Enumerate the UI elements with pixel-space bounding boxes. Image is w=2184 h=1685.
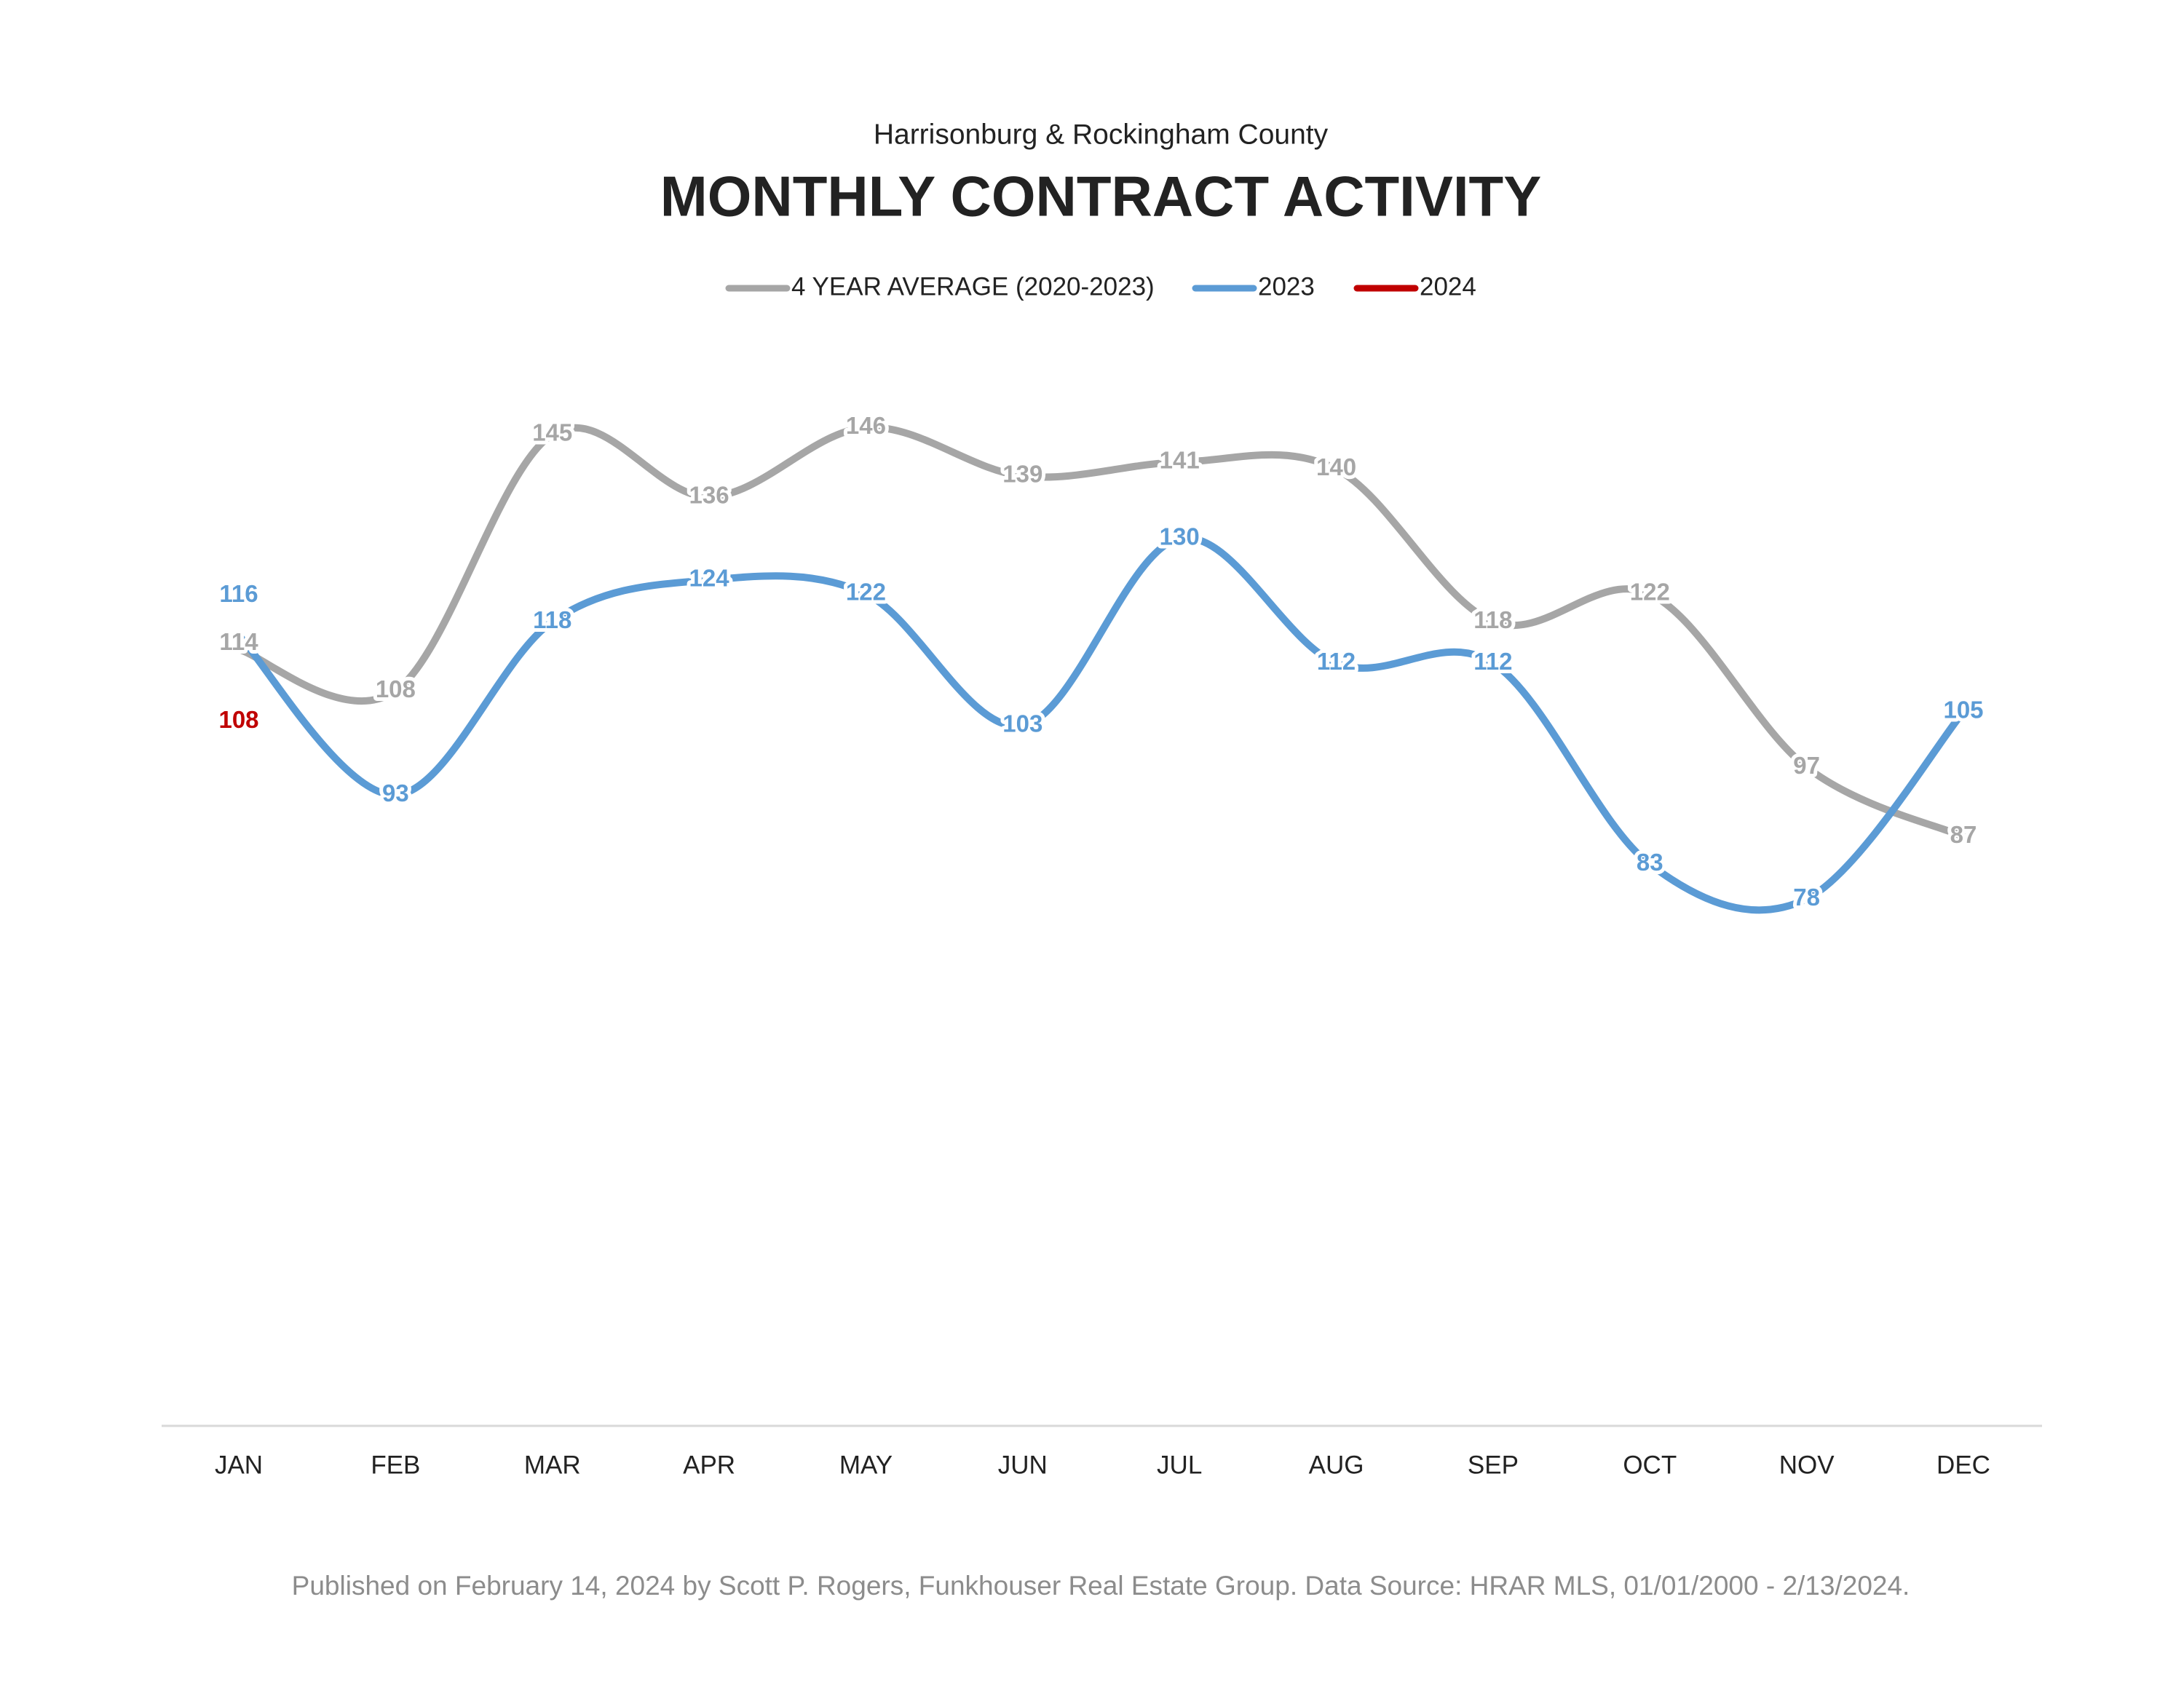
data-label: 108 [218,706,258,733]
legend-label: 2024 [1420,272,1476,301]
data-label: 93 [382,780,409,806]
data-label: 145 [532,419,572,446]
data-label: 124 [689,565,730,592]
data-label: 116 [219,580,258,607]
series-line [235,534,1967,914]
x-tick-label: JUL [1157,1451,1202,1479]
data-label: 105 [1943,697,1983,723]
footer: Published on February 14, 2024 by Scott … [292,1571,1910,1601]
x-tick-label: APR [683,1451,735,1479]
x-tick-label: JUN [998,1451,1048,1479]
data-label: 118 [533,606,571,633]
data-label: 139 [1002,461,1042,488]
x-tick-label: MAY [839,1451,893,1479]
data-label: 112 [1473,648,1512,675]
data-label: 141 [1160,447,1200,474]
x-tick-label: OCT [1623,1451,1677,1479]
data-label: 118 [1473,606,1512,633]
x-tick-label: JAN [215,1451,263,1479]
data-label: 103 [1002,710,1042,737]
x-tick-label: AUG [1309,1451,1364,1479]
data-label: 87 [1950,821,1977,848]
x-tick-label: DEC [1936,1451,1990,1479]
chart-subtitle: Harrisonburg & Rockingham County [874,119,1329,150]
data-label: 140 [1316,453,1356,480]
data-label: 112 [1317,648,1356,675]
x-tick-label: MAR [524,1451,581,1479]
data-label: 122 [846,579,886,606]
legend-label: 2023 [1258,272,1315,301]
legend-label: 4 YEAR AVERAGE (2020-2023) [791,272,1155,301]
x-tick-label: SEP [1468,1451,1519,1479]
data-label: 83 [1637,849,1663,876]
x-tick-label: FEB [371,1451,420,1479]
data-label: 122 [1630,579,1670,606]
chart-title: MONTHLY CONTRACT ACTIVITY [660,164,1541,229]
data-label: 78 [1793,884,1820,911]
data-label: 108 [376,675,416,702]
series-line [235,424,1967,841]
data-label: 130 [1160,523,1200,550]
data-label: 114 [219,628,258,655]
data-label: 136 [689,481,729,508]
data-label: 97 [1793,752,1820,779]
data-label: 146 [846,412,886,439]
x-tick-label: NOV [1779,1451,1835,1479]
